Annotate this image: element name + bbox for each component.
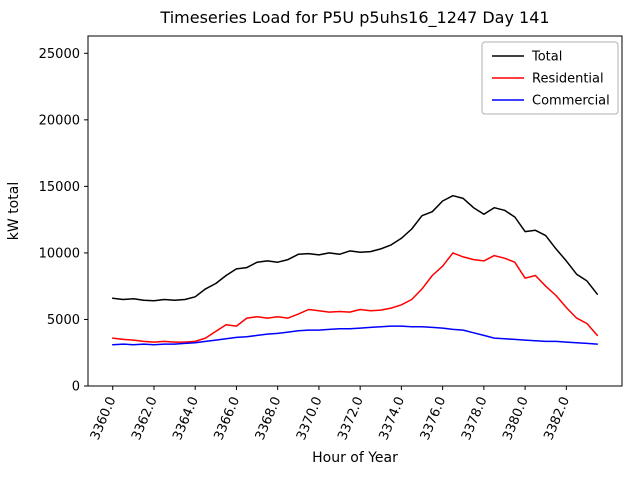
x-tick-label: 3362.0	[129, 395, 161, 443]
legend-label-total: Total	[531, 50, 562, 65]
chart-title: Timeseries Load for P5U p5uhs16_1247 Day…	[159, 8, 549, 28]
series-line-residential	[111, 252, 599, 343]
legend-box	[481, 41, 619, 115]
y-tick-label: 15000	[39, 180, 80, 195]
x-tick-label: 3370.0	[294, 395, 326, 443]
y-tick-label: 5000	[47, 313, 80, 328]
x-tick-label: 3364.0	[170, 395, 202, 443]
x-tick-label: 3376.0	[418, 395, 450, 443]
x-tick-label: 3378.0	[459, 395, 491, 443]
series-line-commercial	[111, 325, 599, 346]
x-tick-label: 3380.0	[500, 395, 532, 443]
plot-border	[87, 35, 623, 387]
y-tick-label: 25000	[39, 47, 80, 62]
x-tick-label: 3374.0	[376, 395, 408, 443]
legend-label-commercial: Commercial	[532, 94, 610, 109]
y-tick-label: 10000	[39, 246, 80, 261]
x-tick-label: 3368.0	[253, 395, 285, 443]
x-axis-label: Hour of Year	[312, 450, 398, 466]
x-tick-label: 3360.0	[88, 395, 120, 443]
y-tick-label: 0	[72, 380, 80, 395]
x-tick-label: 3366.0	[212, 395, 244, 443]
legend-label-residential: Residential	[532, 72, 604, 87]
x-tick-label: 3372.0	[335, 395, 367, 443]
x-tick-label: 3382.0	[541, 395, 573, 443]
series-line-total	[111, 194, 599, 302]
y-axis-label: kW total	[6, 182, 22, 240]
y-tick-label: 20000	[39, 113, 80, 128]
